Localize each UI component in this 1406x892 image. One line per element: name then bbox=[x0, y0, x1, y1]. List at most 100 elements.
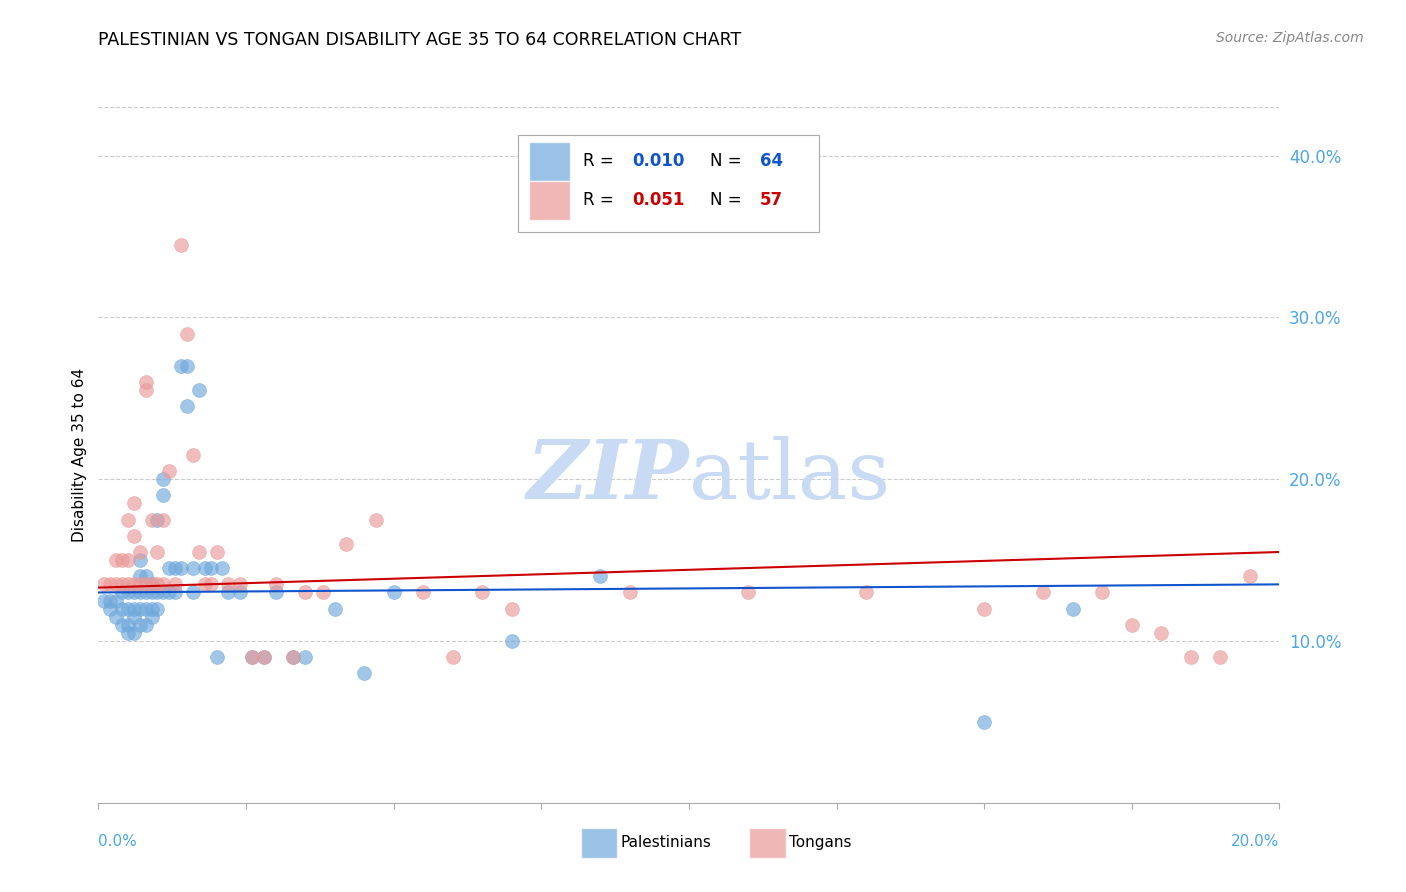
Text: N =: N = bbox=[710, 153, 747, 170]
Point bbox=[122, 585, 145, 599]
Point bbox=[111, 585, 134, 599]
Point bbox=[294, 650, 316, 665]
Y-axis label: Disability Age 35 to 64: Disability Age 35 to 64 bbox=[72, 368, 87, 542]
Point bbox=[412, 585, 434, 599]
Point bbox=[283, 650, 305, 665]
Point bbox=[501, 601, 523, 615]
Point bbox=[471, 585, 494, 599]
Point bbox=[111, 617, 134, 632]
Point bbox=[1032, 585, 1054, 599]
Point bbox=[98, 601, 121, 615]
Point bbox=[146, 601, 169, 615]
Point bbox=[111, 601, 134, 615]
Point bbox=[146, 577, 169, 591]
Point bbox=[170, 359, 193, 373]
Point bbox=[122, 609, 145, 624]
Point bbox=[1121, 617, 1143, 632]
Point bbox=[294, 585, 316, 599]
Point bbox=[855, 585, 877, 599]
Text: 0.010: 0.010 bbox=[633, 153, 685, 170]
Point bbox=[211, 561, 233, 575]
Point bbox=[146, 545, 169, 559]
Point bbox=[117, 626, 139, 640]
Point bbox=[128, 545, 150, 559]
Text: 0.051: 0.051 bbox=[633, 191, 685, 210]
Text: R =: R = bbox=[582, 153, 619, 170]
Point bbox=[157, 561, 180, 575]
Text: 57: 57 bbox=[759, 191, 783, 210]
Point bbox=[187, 545, 209, 559]
Point bbox=[141, 585, 163, 599]
Point bbox=[122, 626, 145, 640]
Text: 0.0%: 0.0% bbox=[98, 834, 138, 849]
Point bbox=[229, 577, 252, 591]
Point bbox=[170, 237, 193, 252]
Point bbox=[141, 609, 163, 624]
Point bbox=[128, 553, 150, 567]
Text: atlas: atlas bbox=[689, 436, 891, 516]
Point bbox=[973, 714, 995, 729]
Point bbox=[194, 577, 217, 591]
Text: Source: ZipAtlas.com: Source: ZipAtlas.com bbox=[1216, 31, 1364, 45]
Point bbox=[122, 577, 145, 591]
Point bbox=[176, 326, 198, 341]
Point bbox=[117, 513, 139, 527]
Point bbox=[135, 569, 157, 583]
Point bbox=[200, 561, 222, 575]
Point bbox=[105, 577, 128, 591]
Point bbox=[335, 537, 357, 551]
Point bbox=[181, 561, 204, 575]
Point bbox=[135, 577, 157, 591]
Point bbox=[157, 464, 180, 478]
Point bbox=[240, 650, 263, 665]
Text: 64: 64 bbox=[759, 153, 783, 170]
Point bbox=[253, 650, 276, 665]
Point bbox=[176, 359, 198, 373]
Point bbox=[165, 577, 187, 591]
Point bbox=[165, 585, 187, 599]
Text: ZIP: ZIP bbox=[526, 436, 689, 516]
Point bbox=[152, 585, 174, 599]
Point bbox=[323, 601, 346, 615]
Point bbox=[589, 569, 612, 583]
Text: Tongans: Tongans bbox=[789, 836, 851, 850]
Point bbox=[1062, 601, 1084, 615]
Point bbox=[205, 650, 228, 665]
Point bbox=[111, 553, 134, 567]
Point bbox=[973, 601, 995, 615]
Point bbox=[93, 577, 115, 591]
Text: Palestinians: Palestinians bbox=[620, 836, 711, 850]
Point bbox=[200, 577, 222, 591]
Point bbox=[181, 448, 204, 462]
Point bbox=[135, 585, 157, 599]
Point bbox=[111, 577, 134, 591]
Text: N =: N = bbox=[710, 191, 747, 210]
Point bbox=[283, 650, 305, 665]
Point bbox=[135, 617, 157, 632]
Point bbox=[353, 666, 375, 681]
Point bbox=[312, 585, 335, 599]
Point bbox=[264, 585, 287, 599]
Point bbox=[152, 472, 174, 486]
Point bbox=[229, 585, 252, 599]
Point bbox=[217, 585, 239, 599]
Point bbox=[117, 577, 139, 591]
Point bbox=[146, 513, 169, 527]
Point bbox=[1239, 569, 1261, 583]
FancyBboxPatch shape bbox=[517, 135, 818, 232]
FancyBboxPatch shape bbox=[530, 181, 569, 219]
Point bbox=[122, 496, 145, 510]
Point bbox=[737, 585, 759, 599]
Point bbox=[105, 593, 128, 607]
Point bbox=[240, 650, 263, 665]
Point bbox=[98, 577, 121, 591]
Point bbox=[135, 383, 157, 397]
Point bbox=[141, 601, 163, 615]
Point bbox=[105, 609, 128, 624]
Text: 20.0%: 20.0% bbox=[1232, 834, 1279, 849]
Point bbox=[176, 400, 198, 414]
Text: R =: R = bbox=[582, 191, 619, 210]
Point bbox=[501, 634, 523, 648]
Point bbox=[128, 585, 150, 599]
Point bbox=[217, 577, 239, 591]
